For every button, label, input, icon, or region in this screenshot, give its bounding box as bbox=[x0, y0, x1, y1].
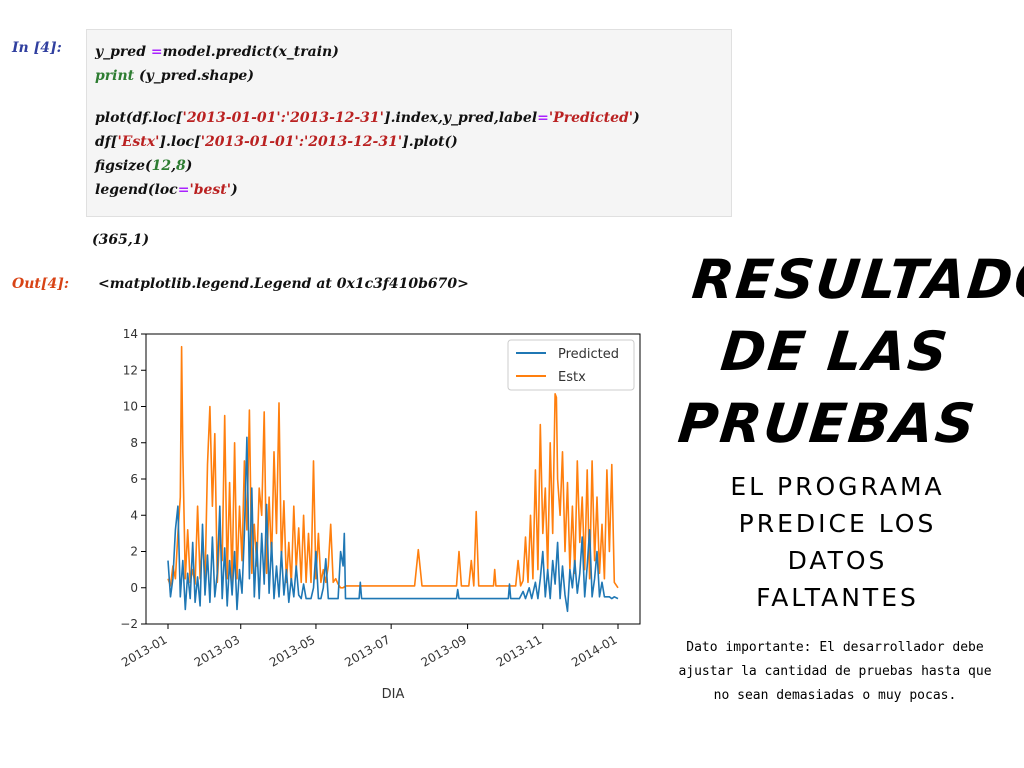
slide-title: RESULTADO DE LAS PRUEBAS bbox=[674, 244, 1024, 460]
code-line-blank bbox=[95, 88, 731, 106]
slide-note-line: ajustar la cantidad de pruebas hasta que bbox=[678, 664, 992, 679]
code-line-6: legend(loc='best') bbox=[95, 178, 731, 202]
slide-title-line: PRUEBAS bbox=[675, 392, 980, 455]
x-axis-label: DIA bbox=[382, 687, 405, 702]
y-tick-label: −2 bbox=[120, 617, 138, 631]
y-tick-label: 2 bbox=[130, 545, 138, 559]
code-token: (y_pred.shape) bbox=[134, 68, 254, 84]
slide-subtitle-line: FALTANTES bbox=[756, 583, 919, 612]
code-token: , bbox=[171, 158, 177, 174]
code-token: 'best' bbox=[189, 182, 232, 198]
code-token: figsize( bbox=[95, 158, 152, 174]
x-tick-label: 2013-11 bbox=[494, 632, 544, 669]
x-tick-label: 2013-05 bbox=[267, 632, 317, 669]
code-line-3: plot(df.loc['2013-01-01':'2013-12-31'].i… bbox=[95, 106, 731, 130]
code-token: ].index,y_pred,label bbox=[383, 110, 538, 126]
code-token: = bbox=[150, 44, 163, 60]
y-tick-label: 8 bbox=[130, 436, 138, 450]
code-line-1: y_pred =model.predict(x_train) bbox=[95, 40, 731, 64]
series-line-predicted bbox=[167, 436, 619, 613]
code-line-2: print (y_pred.shape) bbox=[95, 64, 731, 88]
code-token: ) bbox=[231, 182, 238, 198]
notebook-in-prompt: In [4]: bbox=[12, 40, 62, 56]
code-token: df[ bbox=[95, 134, 118, 150]
y-tick-label: 10 bbox=[123, 400, 138, 414]
code-token: model.predict(x_train) bbox=[162, 44, 339, 60]
code-token: ) bbox=[633, 110, 640, 126]
slide-note-line: Dato importante: El desarrollador debe bbox=[686, 640, 984, 655]
slide-note: Dato importante: El desarrollador debe a… bbox=[646, 636, 1024, 708]
code-token: = bbox=[537, 110, 549, 126]
notebook-out-prompt: Out[4]: bbox=[12, 276, 69, 292]
cell-output-repr: <matplotlib.legend.Legend at 0x1c3f410b6… bbox=[98, 276, 469, 292]
code-token: print bbox=[95, 68, 135, 84]
cell-stdout: (365,1) bbox=[92, 232, 150, 248]
chart-legend: Predicted Estx bbox=[507, 339, 635, 391]
slide-note-line: no sean demasiadas o muy pocas. bbox=[713, 688, 957, 703]
slide-subtitle-line: DATOS bbox=[787, 546, 888, 575]
slide-subtitle: EL PROGRAMA PREDICE LOS DATOS FALTANTES bbox=[685, 468, 990, 616]
x-tick-label: 2014-01 bbox=[569, 632, 619, 669]
x-tick-label: 2013-01 bbox=[119, 632, 169, 669]
code-token: y_pred bbox=[95, 44, 151, 60]
code-line-4: df['Estx'].loc['2013-01-01':'2013-12-31'… bbox=[95, 130, 731, 154]
y-tick-label: 6 bbox=[130, 472, 138, 486]
code-token: '2013-01-01':'2013-12-31' bbox=[200, 134, 403, 150]
code-token: legend(loc bbox=[95, 182, 178, 198]
y-tick-label: 0 bbox=[130, 581, 138, 595]
code-token: 'Predicted' bbox=[548, 110, 634, 126]
code-token: ].plot() bbox=[402, 134, 458, 150]
code-cell[interactable]: y_pred =model.predict(x_train) print (y_… bbox=[86, 29, 732, 217]
code-token: '2013-01-01':'2013-12-31' bbox=[182, 110, 384, 126]
y-tick-label: 12 bbox=[123, 363, 138, 377]
legend-label-estx: Estx bbox=[558, 370, 586, 385]
code-token: ) bbox=[185, 158, 193, 174]
code-token: plot(df.loc[ bbox=[95, 110, 183, 126]
legend-label-predicted: Predicted bbox=[558, 347, 619, 362]
x-tick-label: 2013-03 bbox=[192, 632, 242, 669]
code-token: 12 bbox=[151, 158, 172, 174]
code-line-5: figsize(12,8) bbox=[95, 154, 731, 178]
code-token: 8 bbox=[176, 158, 186, 174]
x-tick-label: 2013-09 bbox=[419, 632, 469, 669]
slide-subtitle-line: PREDICE LOS bbox=[738, 509, 937, 538]
slide-title-line: DE LAS bbox=[717, 320, 953, 383]
y-tick-label: 4 bbox=[130, 508, 138, 522]
x-tick-label: 2013-07 bbox=[342, 632, 392, 669]
y-tick-label: 14 bbox=[123, 327, 138, 341]
code-token: ].loc[ bbox=[159, 134, 201, 150]
chart-series-layer bbox=[167, 345, 619, 613]
code-token: 'Estx' bbox=[117, 134, 160, 150]
line-chart: −2 0 2 4 6 8 10 12 14 2013-01 2013-03 2013-05 2013-0… bbox=[119, 327, 641, 702]
code-token: = bbox=[177, 182, 190, 198]
slide-title-line: RESULTADO bbox=[689, 248, 1024, 311]
slide-subtitle-line: EL PROGRAMA bbox=[730, 472, 945, 501]
